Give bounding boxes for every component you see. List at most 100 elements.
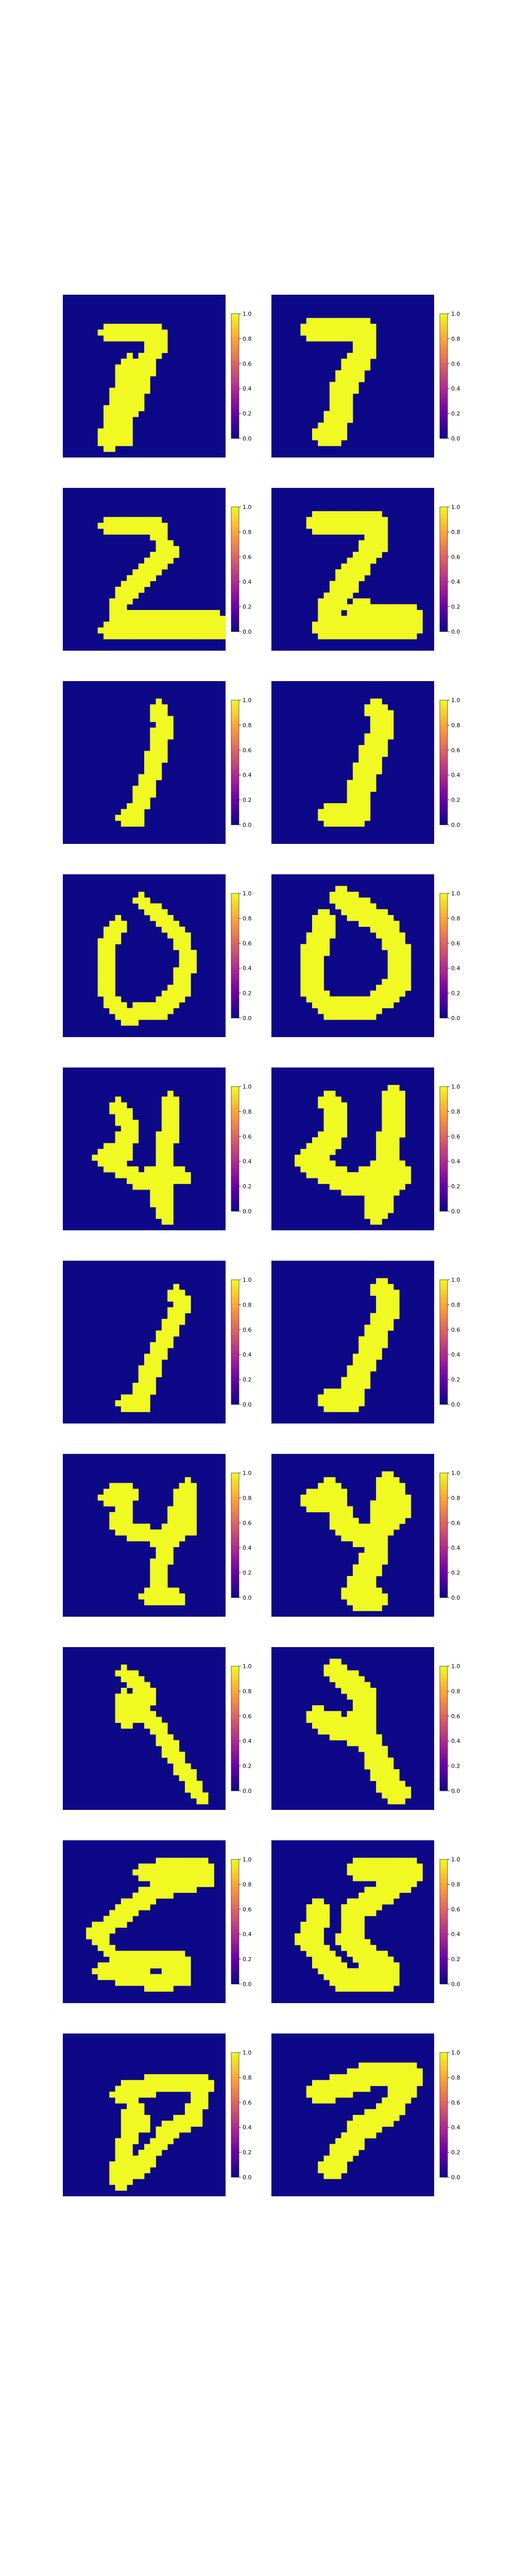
- pixel-on: [364, 1008, 371, 1014]
- pixel-on: [382, 1593, 388, 1600]
- pixel-on: [318, 633, 324, 639]
- pixel-on: [156, 1213, 162, 1219]
- pixel-on: [115, 1968, 122, 1974]
- pixel-on: [335, 1711, 341, 1717]
- pixel-on: [376, 727, 382, 734]
- pixel-on: [410, 616, 417, 622]
- pixel-on: [109, 604, 115, 611]
- pixel-on: [353, 1400, 359, 1406]
- pixel-on: [312, 1160, 318, 1167]
- pixel-on: [121, 529, 127, 535]
- pixel-on: [161, 552, 168, 558]
- pixel-on: [387, 1114, 394, 1120]
- pixel-on: [364, 1359, 371, 1366]
- pixel-on: [109, 2091, 115, 2098]
- pixel-on: [144, 1979, 150, 1986]
- pixel-on: [173, 1869, 180, 1876]
- pixel-on: [387, 1962, 394, 1969]
- pixel-on: [376, 733, 382, 740]
- pixel-on: [196, 1881, 203, 1887]
- pixel-on: [121, 335, 127, 342]
- pixel-on: [347, 2074, 353, 2080]
- pixel-on: [370, 352, 376, 359]
- pixel-on: [376, 1353, 382, 1360]
- pixel-on: [353, 1605, 359, 1612]
- colorbar-right: 0.00.20.40.60.81.0: [439, 890, 460, 1022]
- pixel-on: [161, 1336, 168, 1343]
- pixel-on: [173, 926, 180, 933]
- pixel-on: [347, 2138, 353, 2144]
- pixel-on: [347, 1593, 353, 1600]
- pixel-on: [347, 318, 353, 324]
- pixel-on: [104, 990, 110, 997]
- pixel-on: [132, 1711, 139, 1717]
- pixel-on: [127, 1711, 133, 1717]
- pixel-on: [121, 1722, 127, 1729]
- pixel-on: [376, 1781, 382, 1787]
- pixel-on: [341, 387, 348, 394]
- pixel-on: [109, 950, 115, 956]
- pixel-on: [150, 1599, 156, 1605]
- pixel-on: [318, 1922, 324, 1928]
- pixel-on: [156, 1728, 162, 1735]
- pixel-on: [173, 979, 180, 985]
- colorbar-gradient: [231, 1859, 239, 1985]
- pixel-on: [191, 1512, 197, 1518]
- pixel-on: [329, 815, 336, 821]
- pixel-on: [358, 921, 365, 927]
- pixel-on: [382, 1091, 388, 1097]
- pixel-on: [370, 1769, 376, 1775]
- pixel-on: [104, 446, 110, 452]
- colorbar-tick-label: 0.8: [243, 1688, 252, 1694]
- pixel-on: [393, 1183, 400, 1190]
- pixel-on: [335, 1664, 341, 1671]
- pixel-on: [156, 1330, 162, 1337]
- pixel-on: [335, 1172, 341, 1178]
- pixel-on: [353, 586, 359, 593]
- pixel-on: [347, 352, 353, 359]
- pixel-on: [341, 2161, 348, 2167]
- pixel-on: [312, 1927, 318, 1934]
- pixel-on: [318, 335, 324, 342]
- pixel-on: [115, 2184, 122, 2191]
- pixel-on: [341, 891, 348, 898]
- pixel-on: [382, 722, 388, 728]
- pixel-on: [121, 1670, 127, 1676]
- pixel-on: [387, 1892, 394, 1899]
- pixel-on: [393, 944, 400, 951]
- pixel-on: [173, 1108, 180, 1114]
- pixel-on: [144, 2091, 150, 2098]
- pixel-on: [86, 1927, 92, 1934]
- pixel-on: [306, 1939, 313, 1945]
- colorbar-tick-label: 0.0: [243, 1788, 252, 1794]
- pixel-on: [335, 1974, 341, 1980]
- pixel-on: [167, 2086, 174, 2092]
- pixel-on: [370, 762, 376, 769]
- pixel-on: [185, 1974, 191, 1980]
- pixel-on: [376, 1143, 382, 1149]
- pixel-on: [347, 1535, 353, 1541]
- pixel-on: [364, 1910, 371, 1917]
- pixel-on: [393, 1096, 400, 1103]
- pixel-on: [335, 886, 341, 892]
- pixel-on: [341, 522, 348, 529]
- pixel-on: [144, 2080, 150, 2086]
- pixel-on: [179, 1500, 185, 1506]
- pixel-on: [353, 621, 359, 628]
- pixel-on: [138, 1705, 145, 1711]
- pixel-on: [393, 990, 400, 997]
- pixel-on: [179, 932, 185, 939]
- pixel-on: [329, 393, 336, 400]
- pixel-on: [138, 1183, 145, 1190]
- pixel-on: [364, 2086, 371, 2092]
- pixel-on: [370, 1688, 376, 1694]
- pixel-on: [347, 382, 353, 388]
- pixel-on: [318, 2097, 324, 2104]
- pixel-on: [132, 1898, 139, 1905]
- pixel-on: [173, 2121, 180, 2127]
- pixel-on: [115, 1523, 122, 1530]
- pixel-on: [364, 1564, 371, 1571]
- pixel-on: [358, 546, 365, 552]
- pixel-on: [161, 704, 168, 710]
- pixel-on: [353, 563, 359, 570]
